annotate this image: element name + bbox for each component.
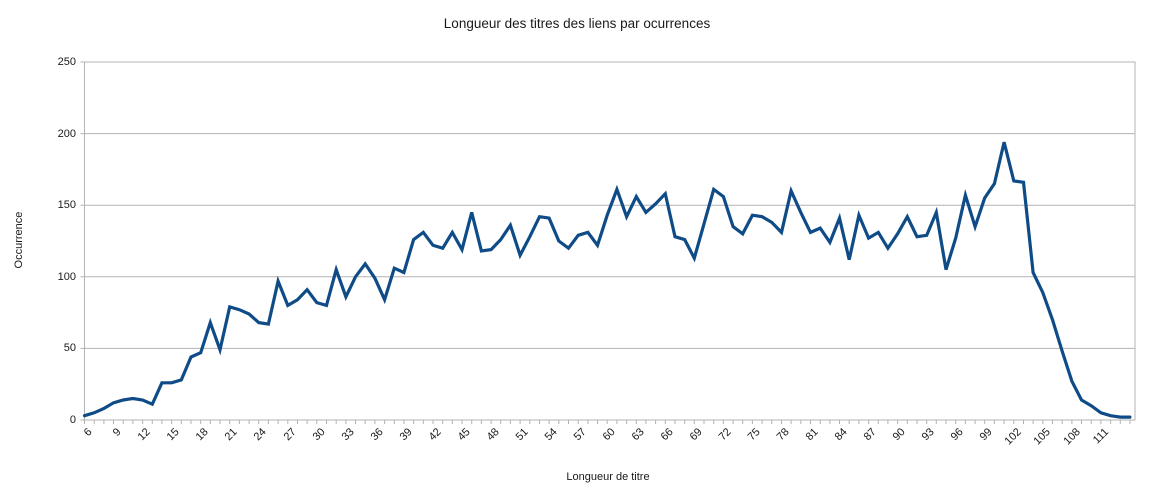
chart-title: Longueur des titres des liens par ocurre…: [443, 16, 711, 31]
y-tick-label: 250: [57, 56, 76, 68]
plot-border: [84, 61, 1136, 421]
y-tick-label: 200: [57, 127, 76, 140]
y-tick-label: 100: [57, 270, 76, 283]
y-tick-label: 50: [63, 342, 76, 355]
x-axis-title: Longueur de titre: [566, 471, 650, 483]
data-series-line: [82, 141, 1132, 419]
y-tick-label: 150: [57, 199, 76, 212]
y-axis-title: Occurrence: [13, 211, 25, 269]
y-tick-label: 0: [69, 414, 76, 426]
